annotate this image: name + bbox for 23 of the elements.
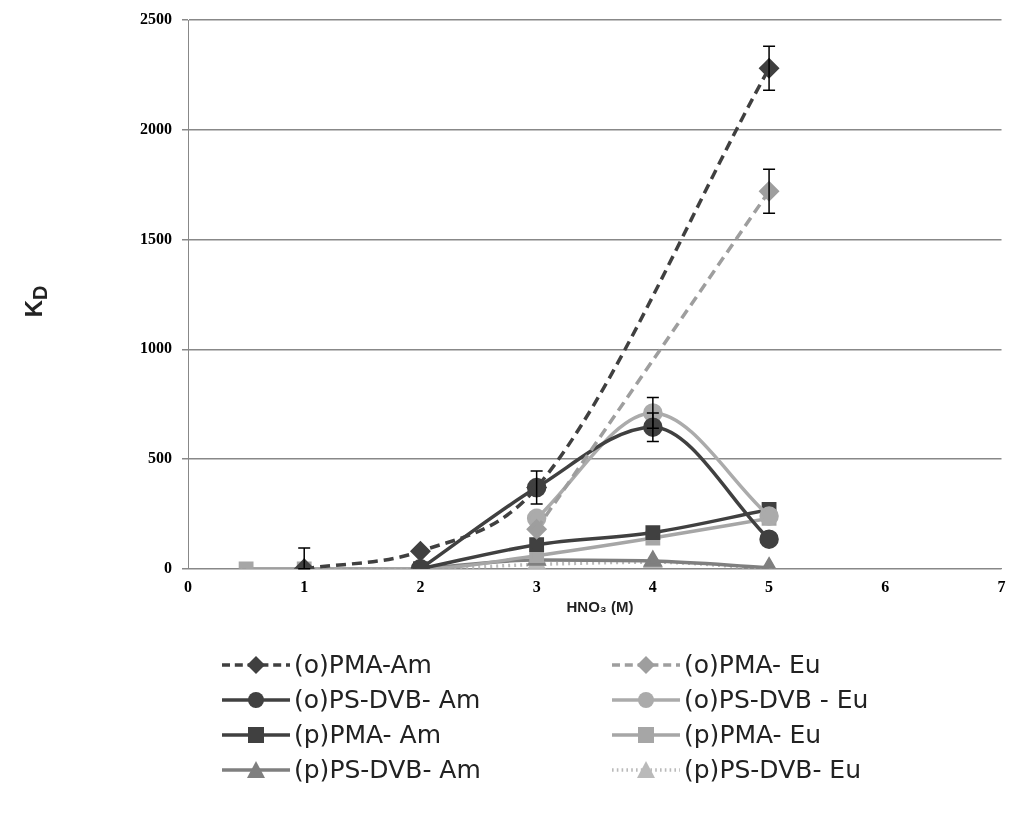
- legend-label: (o)PS-DVB - Eu: [684, 685, 869, 714]
- legend-label: (p)PMA- Eu: [684, 720, 822, 749]
- x-tick-label: 7: [997, 577, 1006, 595]
- y-tick-label: 1500: [140, 229, 172, 247]
- legend-label: (p)PS-DVB- Am: [294, 755, 481, 784]
- x-tick-label: 2: [416, 577, 425, 595]
- y-tick-label: 0: [164, 558, 172, 576]
- x-axis-title: HNO₃ (M): [565, 598, 635, 615]
- x-tick-label: 1: [300, 577, 309, 595]
- y-tick-label: 2500: [140, 10, 172, 28]
- legend-label: (o)PMA- Eu: [684, 650, 821, 679]
- x-tick-label: 4: [648, 577, 657, 595]
- legend-label: (p)PS-DVB- Eu: [684, 755, 862, 784]
- x-tick-label: 6: [881, 577, 890, 595]
- x-tick-label: 3: [532, 577, 541, 595]
- x-tick-label: 5: [765, 577, 774, 595]
- y-tick-label: 1000: [140, 339, 172, 357]
- legend-label: (p)PMA- Am: [294, 720, 441, 749]
- y-tick-label: 2000: [140, 119, 172, 137]
- legend-label: (o)PMA-Am: [294, 650, 432, 679]
- x-tick-label: 0: [184, 577, 192, 595]
- legend-label: (o)PS-DVB- Am: [294, 685, 481, 714]
- y-tick-label: 500: [148, 449, 172, 467]
